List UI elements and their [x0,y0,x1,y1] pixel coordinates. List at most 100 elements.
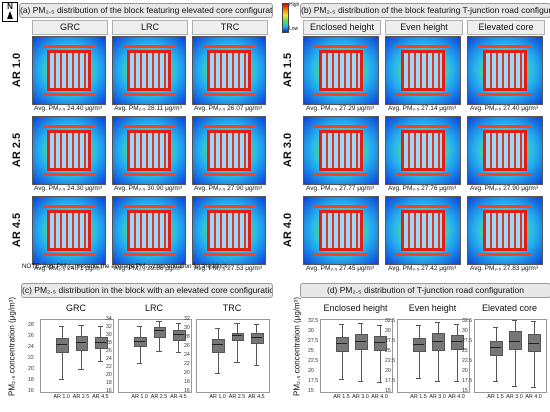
north-compass-icon: N [2,2,18,22]
x-tick-label: AR 1.5 [410,394,427,400]
road-hotspot [314,125,368,129]
row-label: AR 1.5 [282,52,294,88]
box-iqr [490,340,503,357]
avg-concentration: Avg. PM₂.₅ 26.07 μg/m³ [193,105,262,112]
box-median [75,341,87,343]
avg-concentration: Avg. PM₂.₅ 27.90 μg/m³ [469,185,538,192]
whisker-cap [376,382,383,384]
whisker-cap [234,361,240,363]
x-tick-label: AR 1.5 [333,394,350,400]
whisker-cap [492,327,499,328]
avg-concentration: Avg. PM₂.₅ 24.30 μg/m³ [33,185,102,192]
heatmap-tile [192,36,266,105]
box-whisker [456,323,458,382]
y-tick-label: 22.5 [385,358,396,364]
road-hotspot [478,252,532,256]
box-median [374,341,385,343]
road-hotspot [43,92,95,96]
panel-c-title: (c) PM₂.₅ distribution in the block with… [21,283,273,298]
y-tick-label: 16 [184,388,190,394]
y-tick-label: 32.5 [462,318,473,324]
road-hotspot [203,45,255,49]
row-label: AR 2.5 [11,132,23,168]
y-tick-label: 25 [462,348,468,354]
x-tick-label: AR 2.5 [150,394,168,400]
whisker-cap [59,325,65,327]
heatmap-tile [192,116,266,185]
whisker-cap [78,368,84,370]
y-tick-label: 26 [106,348,112,354]
road-hotspot [478,205,532,209]
subplot-frame [118,319,192,393]
road-hotspot [396,45,450,49]
road-hotspot [123,252,175,256]
building-block [207,130,251,171]
y-tick-label: 17.5 [308,378,319,384]
subplot-frame [40,319,114,393]
whisker-cap [453,381,460,383]
x-tick-label: AR 1.5 [487,394,504,400]
col-header: TRC [192,20,268,35]
y-tick-label: 20 [385,368,391,374]
x-tick-label: AR 4.5 [92,394,109,400]
whisker-cap [453,323,460,325]
subplot-frame [397,319,470,393]
whisker-cap [156,351,162,352]
road-hotspot [396,205,450,209]
x-tick-label: AR 2.5 [228,394,246,400]
y-tick-label: 20 [462,368,468,374]
y-tick-label: 17.5 [385,378,396,384]
box-median [336,343,347,344]
road-hotspot [396,252,450,256]
avg-concentration: Avg. PM₂.₅ 28.11 μg/m³ [114,105,182,112]
box-median [490,347,501,349]
box-median [355,341,366,342]
road-hotspot [396,92,450,96]
x-tick-label: AR 4.5 [170,394,187,400]
building-block [47,50,91,91]
heatmap-tile [112,36,186,105]
y-tick-label: 30 [385,328,391,334]
x-tick-label: AR 4.5 [248,394,265,400]
y-tick-label: 17.5 [462,378,473,384]
whisker-cap [530,387,537,388]
road-hotspot [314,45,368,49]
panel-b-title: (b) PM₂.₅ distribution of the block feat… [300,3,550,18]
whisker-cap [175,323,181,324]
avg-concentration: Avg. PM₂.₅ 27.29 μg/m³ [305,105,374,112]
building-block [47,130,91,171]
y-tick-label: 22.5 [462,358,473,364]
y-tick-label: 20 [28,365,34,372]
whisker-cap [357,323,364,324]
box-iqr [212,339,225,353]
avg-concentration: Avg. PM₂.₅ 27.45 μg/m³ [305,265,374,272]
box-iqr [336,337,349,353]
whisker-cap [137,363,143,364]
y-tick-label: 27.5 [385,338,396,344]
y-tick-label: 18 [106,380,112,386]
subplot-title: Elevated core [481,303,538,313]
whisker-cap [97,325,103,327]
y-tick-label: 27.5 [462,338,473,344]
heatmap-tile [467,116,543,185]
y-tick-label: 34 [106,316,112,322]
building-block [127,50,171,91]
heatmap-tile [112,116,186,185]
subplot-title: Enclosed height [323,303,388,313]
y-tick-label: 26 [28,332,34,339]
road-hotspot [43,45,95,49]
box-iqr [374,335,387,351]
y-tick-label: 32 [106,324,112,330]
whisker-cap [415,325,422,326]
whisker-cap [434,380,441,382]
building-block [318,50,364,91]
compass-arrow-icon [7,11,13,19]
y-tick-label: 25 [308,348,314,354]
road-hotspot [203,125,255,129]
road-hotspot [43,205,95,209]
box-median [251,337,262,339]
col-header: Even height [385,20,463,35]
whisker-cap [59,378,65,380]
box-median [413,343,424,345]
building-block [318,210,364,251]
